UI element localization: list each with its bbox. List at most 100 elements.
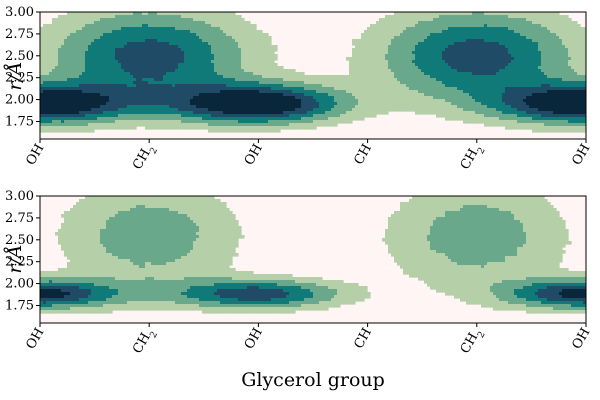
contour-cell	[229, 45, 233, 49]
contour-cell	[235, 33, 239, 37]
contour-cell	[571, 33, 575, 37]
contour-cell	[73, 36, 77, 40]
contour-cell	[400, 21, 404, 25]
contour-cell	[46, 30, 50, 34]
contour-cell	[52, 21, 56, 25]
contour-cell	[214, 45, 218, 49]
contour-cell	[469, 42, 473, 46]
contour-cell	[508, 39, 512, 43]
contour-cell	[91, 39, 95, 43]
contour-cell	[541, 18, 545, 22]
contour-cell	[412, 39, 416, 43]
contour-cell	[577, 42, 581, 46]
contour-cell	[118, 42, 122, 46]
contour-cell	[196, 12, 200, 16]
contour-cell	[73, 45, 77, 49]
contour-cell	[208, 33, 212, 37]
contour-cell	[64, 15, 68, 19]
contour-cell	[202, 45, 206, 49]
contour-cell	[115, 45, 119, 49]
contour-cell	[505, 12, 509, 16]
contour-cell	[463, 15, 467, 19]
contour-cell	[109, 27, 113, 31]
contour-cell	[214, 39, 218, 43]
contour-cell	[85, 36, 89, 40]
contour-cell	[436, 27, 440, 31]
contour-cell	[238, 27, 242, 31]
contour-cell	[259, 36, 263, 40]
contour-cell	[163, 24, 167, 28]
contour-cell	[541, 36, 545, 40]
contour-cell	[541, 24, 545, 28]
contour-cell	[154, 33, 158, 37]
contour-cell	[481, 33, 485, 37]
contour-cell	[394, 15, 398, 19]
contour-cell	[226, 33, 230, 37]
contour-cell	[430, 39, 434, 43]
contour-cell	[157, 24, 161, 28]
contour-cell	[511, 39, 515, 43]
contour-cell	[484, 21, 488, 25]
contour-cell	[511, 21, 515, 25]
contour-cell	[130, 18, 134, 22]
contour-cell	[79, 33, 83, 37]
contour-cell	[121, 30, 125, 34]
contour-cell	[484, 15, 488, 19]
contour-cell	[52, 42, 56, 46]
contour-cell	[88, 30, 92, 34]
contour-cell	[517, 18, 521, 22]
contour-cell	[91, 24, 95, 28]
contour-cell	[370, 24, 374, 28]
contour-cell	[124, 24, 128, 28]
contour-cell	[184, 30, 188, 34]
contour-cell	[220, 18, 224, 22]
contour-cell	[103, 18, 107, 22]
contour-cell	[235, 30, 239, 34]
contour-cell	[217, 24, 221, 28]
contour-cell	[247, 42, 251, 46]
contour-cell	[187, 30, 191, 34]
contour-cell	[535, 21, 539, 25]
contour-cell	[532, 12, 536, 16]
contour-cell	[571, 42, 575, 46]
contour-cell	[565, 18, 569, 22]
contour-cell	[556, 36, 560, 40]
contour-cell	[496, 33, 500, 37]
contour-cell	[388, 18, 392, 22]
contour-cell	[517, 24, 521, 28]
contour-cell	[418, 30, 422, 34]
contour-cell	[562, 24, 566, 28]
contour-cell	[70, 36, 74, 40]
contour-cell	[109, 21, 113, 25]
contour-cell	[532, 42, 536, 46]
contour-cell	[577, 36, 581, 40]
contour-cell	[523, 24, 527, 28]
contour-cell	[493, 39, 497, 43]
contour-cell	[223, 36, 227, 40]
contour-cell	[469, 24, 473, 28]
contour-cell	[49, 39, 53, 43]
contour-cell	[394, 42, 398, 46]
contour-cell	[247, 27, 251, 31]
contour-cell	[82, 18, 86, 22]
contour-cell	[415, 15, 419, 19]
contour-cell	[502, 27, 506, 31]
contour-cell	[76, 45, 80, 49]
contour-cell	[169, 24, 173, 28]
contour-cell	[127, 12, 131, 16]
contour-cell	[406, 42, 410, 46]
contour-cell	[520, 33, 524, 37]
contour-cell	[556, 18, 560, 22]
contour-cell	[115, 27, 119, 31]
contour-cell	[118, 15, 122, 19]
contour-cell	[379, 27, 383, 31]
contour-cell	[559, 21, 563, 25]
contour-cell	[490, 15, 494, 19]
contour-cell	[436, 21, 440, 25]
contour-cell	[499, 24, 503, 28]
contour-cell	[148, 21, 152, 25]
contour-cell	[463, 36, 467, 40]
contour-cell	[169, 18, 173, 22]
contour-cell	[154, 21, 158, 25]
contour-cell	[70, 24, 74, 28]
